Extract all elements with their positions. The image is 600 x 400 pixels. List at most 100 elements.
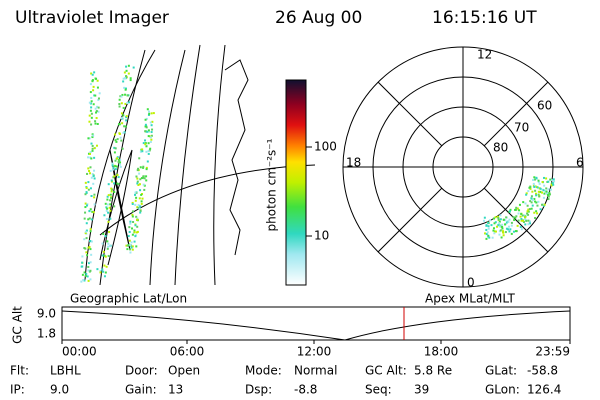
- emission-pixel: [111, 168, 114, 171]
- emission-pixel: [88, 137, 91, 140]
- emission-pixel: [501, 223, 504, 226]
- emission-pixel: [136, 169, 139, 172]
- emission-pixel: [81, 255, 84, 258]
- emission-pixel: [117, 160, 120, 163]
- emission-pixel: [144, 139, 147, 142]
- emission-pixel: [125, 119, 128, 122]
- emission-pixel: [129, 222, 132, 225]
- status-label: Flt:: [10, 364, 29, 378]
- emission-pixel: [99, 271, 102, 274]
- status-value: -58.8: [527, 364, 558, 378]
- emission-pixel: [537, 193, 540, 196]
- emission-pixel: [90, 142, 93, 145]
- emission-pixel: [83, 271, 86, 274]
- emission-pixel: [139, 211, 142, 214]
- emission-pixel: [80, 280, 83, 283]
- emission-pixel: [530, 207, 533, 210]
- emission-pixel: [93, 156, 96, 159]
- emission-pixel: [147, 113, 150, 116]
- emission-pixel: [508, 218, 511, 221]
- emission-pixel: [148, 110, 151, 113]
- emission-pixel: [123, 125, 126, 128]
- emission-pixel: [140, 200, 143, 203]
- emission-pixel: [498, 220, 501, 223]
- emission-pixel: [113, 151, 116, 154]
- emission-pixel: [107, 245, 110, 248]
- emission-pixel: [83, 217, 86, 220]
- emission-pixel: [138, 157, 141, 160]
- emission-pixel: [134, 224, 137, 227]
- emission-pixel: [122, 114, 125, 117]
- emission-pixel: [114, 139, 117, 142]
- emission-pixel: [102, 232, 105, 235]
- emission-pixel: [138, 197, 141, 200]
- emission-pixel: [129, 251, 132, 254]
- emission-pixel: [535, 201, 538, 204]
- emission-pixel: [529, 200, 532, 203]
- emission-pixel: [502, 231, 505, 234]
- emission-pixel: [496, 215, 499, 218]
- status-value: Open: [168, 364, 200, 378]
- emission-pixel: [501, 230, 504, 233]
- emission-pixel: [103, 254, 106, 257]
- emission-pixel: [522, 201, 525, 204]
- emission-pixel: [531, 198, 534, 201]
- emission-pixel: [143, 184, 146, 187]
- emission-pixel: [141, 148, 144, 151]
- emission-pixel: [142, 166, 145, 169]
- emission-pixel: [92, 134, 95, 137]
- emission-pixel: [547, 195, 550, 198]
- emission-pixel: [125, 244, 128, 247]
- emission-pixel: [537, 200, 540, 203]
- emission-pixel: [494, 221, 497, 224]
- emission-pixel: [135, 196, 138, 199]
- emission-pixel: [105, 206, 108, 209]
- emission-pixel: [123, 86, 126, 89]
- emission-pixel: [87, 265, 90, 268]
- emission-pixel: [505, 221, 508, 224]
- emission-pixel: [129, 248, 132, 251]
- emission-pixel: [103, 275, 106, 278]
- emission-pixel: [88, 217, 91, 220]
- emission-pixel: [93, 193, 96, 196]
- emission-pixel: [145, 166, 148, 169]
- emission-pixel: [547, 188, 550, 191]
- emission-pixel: [125, 69, 128, 72]
- emission-pixel: [485, 233, 488, 236]
- emission-pixel: [145, 145, 148, 148]
- geographic-map: [84, 44, 316, 286]
- emission-pixel: [141, 197, 144, 200]
- emission-pixel: [134, 199, 137, 202]
- emission-pixel: [502, 218, 505, 221]
- emission-pixel: [106, 240, 109, 243]
- emission-pixel: [545, 187, 548, 190]
- emission-pixel: [543, 184, 546, 187]
- emission-pixel: [531, 204, 534, 207]
- emission-pixel: [88, 152, 91, 155]
- emission-pixel: [125, 75, 128, 78]
- emission-pixel: [122, 77, 125, 80]
- emission-pixel: [115, 165, 118, 168]
- emission-pixel: [87, 279, 90, 282]
- emission-pixel: [524, 216, 527, 219]
- emission-pixel: [135, 175, 138, 178]
- emission-pixel: [95, 110, 98, 113]
- emission-pixel: [497, 224, 500, 227]
- emission-pixel: [525, 192, 528, 195]
- emission-pixel: [536, 204, 539, 207]
- emission-pixel: [509, 208, 512, 211]
- emission-pixel: [148, 149, 151, 152]
- emission-pixel: [88, 170, 91, 173]
- status-label: Seq:: [365, 383, 392, 397]
- emission-pixel: [124, 93, 127, 96]
- emission-pixel: [522, 220, 525, 223]
- emission-pixel: [492, 227, 495, 230]
- emission-pixel: [91, 79, 94, 82]
- emission-pixel: [142, 176, 145, 179]
- emission-pixel: [109, 245, 112, 248]
- emission-pixel: [497, 216, 500, 219]
- emission-pixel: [492, 229, 495, 232]
- emission-pixel: [93, 177, 96, 180]
- emission-pixel: [129, 243, 132, 246]
- emission-pixel: [528, 208, 531, 211]
